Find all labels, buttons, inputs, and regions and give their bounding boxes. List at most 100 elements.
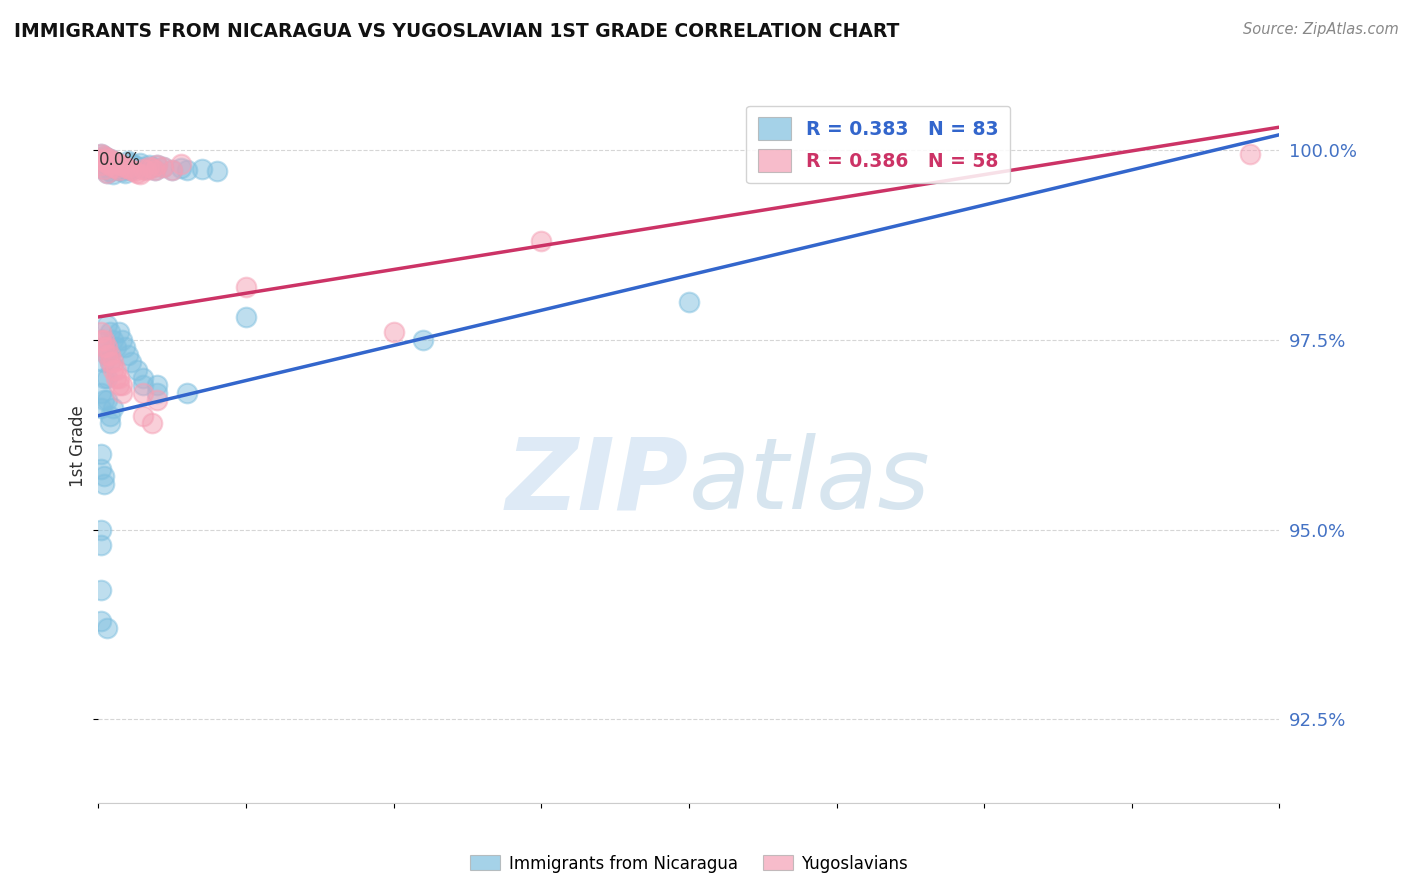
Point [678,294,700,309]
Point [105,340,128,354]
Legend: R = 0.383   N = 83, R = 0.386   N = 58: R = 0.383 N = 83, R = 0.386 N = 58 [747,106,1011,184]
Point [98,325,121,339]
Point [98,152,121,166]
Point [135,163,157,178]
Point [152,161,174,175]
Point [90,401,112,415]
Text: 0.0%: 0.0% [98,151,141,169]
Point [111,385,134,400]
Point [96,156,118,170]
Point [108,156,131,170]
Point [96,348,118,362]
Point [103,160,125,174]
Point [132,378,155,392]
Point [93,355,115,369]
Point [162,162,183,177]
Point [93,370,115,384]
Point [96,166,118,180]
Point [93,333,115,347]
Point [98,158,121,172]
Point [108,162,131,177]
Point [125,161,148,175]
Point [135,161,157,176]
Point [170,161,193,176]
Point [96,318,118,332]
Point [93,149,115,163]
Point [93,161,115,176]
Point [117,348,139,362]
Point [93,154,115,169]
Point [90,385,112,400]
Point [1239,146,1261,161]
Point [146,393,169,408]
Point [93,393,115,408]
Point [103,167,125,181]
Point [90,447,112,461]
Point [170,157,193,171]
Text: IMMIGRANTS FROM NICARAGUA VS YUGOSLAVIAN 1ST GRADE CORRELATION CHART: IMMIGRANTS FROM NICARAGUA VS YUGOSLAVIAN… [14,22,900,41]
Point [98,355,121,369]
Point [90,614,112,628]
Point [141,161,163,175]
Point [146,385,169,400]
Point [143,162,166,177]
Point [128,167,150,181]
Point [382,325,405,339]
Point [114,160,136,174]
Point [117,161,139,176]
Point [96,348,118,362]
Point [93,161,115,176]
Point [117,161,139,176]
Point [125,363,148,377]
Point [93,469,115,483]
Point [96,166,118,180]
Point [105,155,128,169]
Text: ZIP: ZIP [506,434,689,530]
Point [128,156,150,170]
Point [96,393,118,408]
Point [96,151,118,165]
Point [143,162,166,177]
Text: atlas: atlas [689,434,931,530]
Point [98,416,121,430]
Point [108,325,131,339]
Point [120,163,142,178]
Point [152,161,174,175]
Point [176,163,198,178]
Point [103,333,125,347]
Point [103,355,125,369]
Point [96,151,118,165]
Point [98,409,121,423]
Point [93,340,115,354]
Text: Source: ZipAtlas.com: Source: ZipAtlas.com [1243,22,1399,37]
Point [141,416,163,430]
Point [90,333,112,347]
Y-axis label: 1st Grade: 1st Grade [69,405,87,487]
Point [108,156,131,170]
Point [105,161,128,176]
Point [111,378,134,392]
Point [96,340,118,354]
Point [117,154,139,169]
Point [90,538,112,552]
Point [90,146,112,161]
Point [111,333,134,347]
Point [103,153,125,168]
Point [122,158,145,172]
Point [98,152,121,166]
Point [90,462,112,476]
Point [138,158,160,172]
Point [120,355,142,369]
Point [111,164,134,178]
Point [141,161,163,176]
Point [98,164,121,178]
Point [111,158,134,172]
Point [96,621,118,635]
Point [108,370,131,384]
Point [125,166,148,180]
Point [412,333,434,347]
Point [114,160,136,174]
Point [114,166,136,180]
Point [146,158,169,172]
Point [138,160,160,174]
